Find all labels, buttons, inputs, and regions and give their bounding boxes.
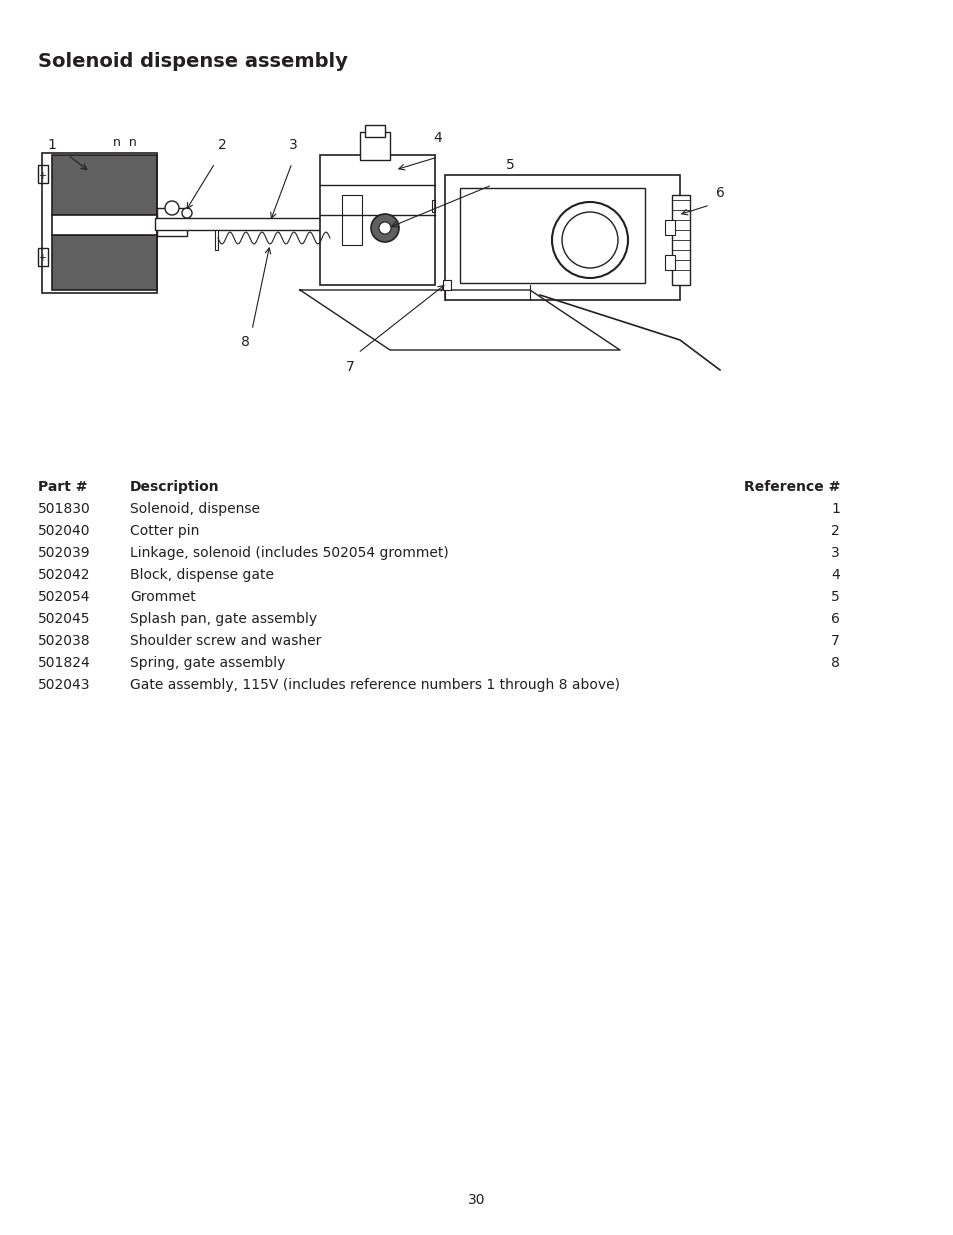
- Text: 502054: 502054: [38, 590, 91, 604]
- Text: +: +: [38, 253, 46, 263]
- Text: 2: 2: [830, 524, 840, 538]
- Text: Linkage, solenoid (includes 502054 grommet): Linkage, solenoid (includes 502054 gromm…: [130, 546, 448, 559]
- Text: 30: 30: [468, 1193, 485, 1207]
- Text: Block, dispense gate: Block, dispense gate: [130, 568, 274, 582]
- Circle shape: [165, 201, 179, 215]
- Text: Solenoid dispense assembly: Solenoid dispense assembly: [38, 52, 348, 70]
- Text: Gate assembly, 115V (includes reference numbers 1 through 8 above): Gate assembly, 115V (includes reference …: [130, 678, 619, 692]
- Text: 1: 1: [830, 501, 840, 516]
- Text: 1: 1: [48, 138, 56, 152]
- Text: 3: 3: [830, 546, 840, 559]
- Bar: [432, 200, 435, 212]
- Text: 6: 6: [830, 613, 840, 626]
- Bar: [328, 230, 331, 249]
- Text: 6: 6: [715, 186, 723, 200]
- Text: 5: 5: [830, 590, 840, 604]
- Text: n  n: n n: [113, 136, 136, 149]
- Text: Splash pan, gate assembly: Splash pan, gate assembly: [130, 613, 316, 626]
- Text: 7: 7: [830, 634, 840, 648]
- Bar: [157, 207, 187, 236]
- Bar: [671, 195, 689, 285]
- Bar: [359, 132, 390, 161]
- Bar: [157, 228, 187, 236]
- Bar: [38, 248, 48, 266]
- Text: 501830: 501830: [38, 501, 91, 516]
- Text: 501824: 501824: [38, 656, 91, 671]
- Bar: [42, 153, 157, 293]
- Bar: [38, 165, 48, 183]
- Text: Grommet: Grommet: [130, 590, 195, 604]
- Text: 8: 8: [240, 335, 249, 350]
- Circle shape: [378, 222, 391, 233]
- Text: Solenoid, dispense: Solenoid, dispense: [130, 501, 260, 516]
- Bar: [459, 188, 644, 283]
- Text: 2: 2: [217, 138, 226, 152]
- Text: Spring, gate assembly: Spring, gate assembly: [130, 656, 285, 671]
- Text: 502040: 502040: [38, 524, 91, 538]
- Bar: [341, 195, 361, 245]
- Text: 502045: 502045: [38, 613, 91, 626]
- Bar: [52, 156, 157, 215]
- Text: Cotter pin: Cotter pin: [130, 524, 199, 538]
- Bar: [442, 280, 451, 290]
- Text: 502039: 502039: [38, 546, 91, 559]
- Text: Part #: Part #: [38, 480, 88, 494]
- Text: 8: 8: [830, 656, 840, 671]
- Bar: [365, 125, 385, 137]
- Text: 3: 3: [289, 138, 297, 152]
- Text: 502043: 502043: [38, 678, 91, 692]
- Bar: [52, 235, 157, 290]
- Circle shape: [371, 214, 398, 242]
- Bar: [154, 219, 325, 230]
- Circle shape: [182, 207, 192, 219]
- Text: 4: 4: [434, 131, 442, 144]
- Bar: [664, 220, 675, 235]
- Text: 4: 4: [830, 568, 840, 582]
- Text: Shoulder screw and washer: Shoulder screw and washer: [130, 634, 321, 648]
- Text: +: +: [38, 170, 46, 182]
- Circle shape: [552, 203, 627, 278]
- Text: 5: 5: [505, 158, 514, 172]
- Text: 502042: 502042: [38, 568, 91, 582]
- Text: 7: 7: [345, 359, 354, 374]
- Text: Description: Description: [130, 480, 219, 494]
- Text: 502038: 502038: [38, 634, 91, 648]
- Bar: [664, 254, 675, 270]
- Bar: [214, 230, 218, 249]
- Bar: [444, 175, 679, 300]
- Text: Reference #: Reference #: [742, 480, 840, 494]
- Bar: [319, 156, 435, 285]
- Circle shape: [561, 212, 618, 268]
- Bar: [52, 215, 157, 235]
